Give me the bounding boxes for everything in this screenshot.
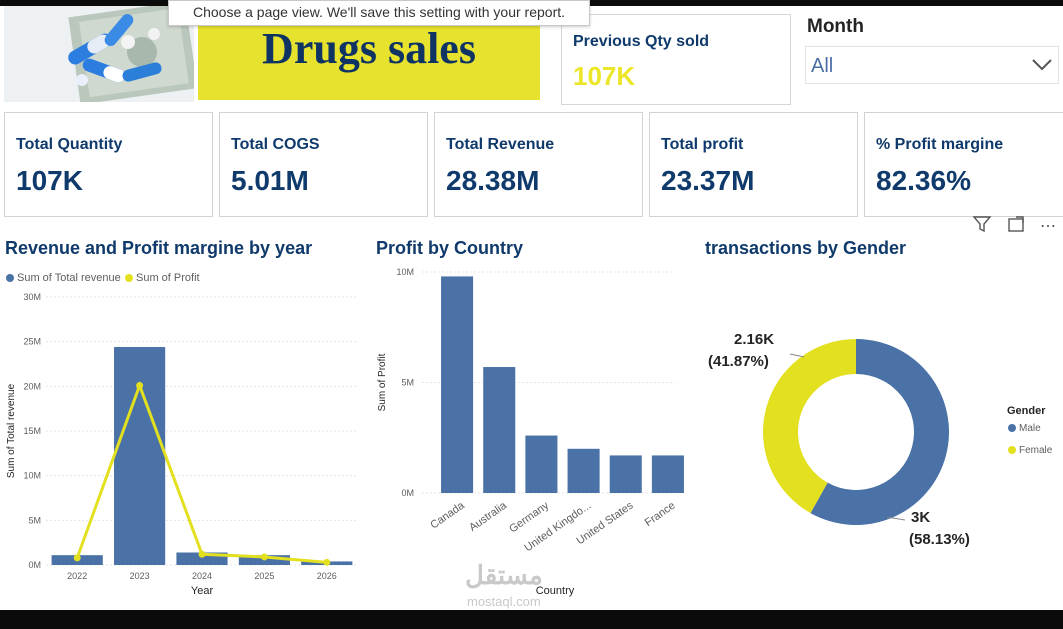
gender-donut-chart: 3K (58.13%) 2.16K (41.87%) Gender Male Female [708, 331, 1053, 548]
month-dropdown[interactable]: All [805, 46, 1059, 84]
y-tick-label: 5M [28, 515, 41, 525]
data-label-male-percent: (58.13%) [909, 531, 970, 548]
previous-qty-card: Previous Qty sold 107K [561, 14, 791, 105]
bar-profit-country [441, 276, 474, 493]
legend-title: Gender [1007, 405, 1046, 417]
x-axis-title: Year [191, 585, 214, 597]
legend-label-male: Male [1019, 423, 1041, 434]
y-tick-label: 15M [23, 426, 41, 436]
profit-point [136, 381, 144, 389]
kpi-label: Total COGS [231, 136, 320, 153]
y-tick-label: 0M [401, 488, 414, 498]
leader-line [886, 516, 906, 521]
kpi-value: 107K [16, 165, 83, 196]
kpi-label: Total profit [661, 136, 744, 153]
bottom-window-bar [0, 610, 1063, 629]
bar-profit-country [609, 455, 642, 493]
x-tick-label: Canada [428, 499, 467, 531]
data-label-female-value: 2.16K [734, 331, 774, 348]
chart-title-profit-country: Profit by Country [376, 238, 523, 258]
watermark-url: mostaql.com [467, 594, 541, 609]
kpi-card-profit-margin: % Profit margine 82.36% [864, 112, 1063, 217]
bar-profit-country [525, 435, 558, 493]
y-tick-label: 10M [396, 267, 414, 277]
kpi-label: Total Revenue [446, 136, 555, 153]
focus-mode-icon[interactable] [1006, 214, 1026, 239]
revenue-profit-chart: 0M 5M 10M 15M 20M 25M 30M 2022 2023 2024 2025 2026 Y… [6, 292, 358, 597]
x-tick-label: 2022 [67, 571, 87, 581]
y-axis-title: Sum of Profit [377, 353, 388, 411]
bar-profit-country [651, 455, 684, 493]
kpi-card-total-profit: Total profit 23.37M [649, 112, 858, 217]
previous-qty-value: 107K [573, 61, 636, 91]
profit-point [323, 558, 331, 566]
watermark-logo: مستقل [465, 560, 543, 590]
profit-point [260, 553, 268, 561]
x-tick-label: 2025 [254, 571, 274, 581]
profit-point [198, 550, 206, 558]
bar-revenue [114, 347, 166, 565]
chevron-down-icon[interactable] [1030, 53, 1054, 80]
y-tick-label: 25M [23, 337, 41, 347]
month-filter-label: Month [807, 16, 864, 37]
donut-slice-female [762, 339, 856, 514]
y-tick-label: 5M [401, 378, 414, 388]
x-tick-label: 2026 [317, 571, 337, 581]
profit-point [73, 554, 81, 562]
page-title: Drugs sales [262, 24, 476, 73]
y-tick-label: 10M [23, 471, 41, 481]
y-tick-label: 30M [23, 292, 41, 302]
legend-marker-male [1008, 424, 1016, 432]
bar-profit-country [483, 367, 516, 493]
bar-profit-country [567, 448, 600, 493]
legend-marker-female [1008, 446, 1016, 454]
kpi-value: 5.01M [231, 165, 309, 196]
kpi-value: 28.38M [446, 165, 540, 196]
data-label-female-percent: (41.87%) [708, 353, 769, 370]
page-view-tooltip: Choose a page view. We'll save this sett… [168, 0, 590, 26]
x-tick-label: 2023 [130, 571, 150, 581]
filter-icon[interactable] [972, 214, 992, 239]
data-label-male-value: 3K [911, 509, 930, 526]
legend-label-female: Female [1019, 445, 1053, 456]
x-tick-label: France [643, 500, 678, 529]
y-axis-title: Sum of Total revenue [6, 383, 17, 478]
chart-title-revenue-profit: Revenue and Profit margine by year [5, 238, 313, 258]
x-axis-title: Country [536, 585, 575, 597]
y-tick-label: 0M [28, 560, 41, 570]
legend-item-revenue[interactable]: Sum of Total revenue [6, 272, 121, 284]
donut-slice-male [810, 339, 949, 525]
leader-line [789, 353, 805, 358]
previous-qty-label: Previous Qty sold [573, 33, 710, 50]
x-tick-label: Australia [467, 499, 510, 534]
kpi-card-total-quantity: Total Quantity 107K [4, 112, 213, 217]
more-options-icon[interactable]: ⋯ [1040, 218, 1056, 235]
kpi-card-total-cogs: Total COGS 5.01M [219, 112, 428, 217]
kpi-label: Total Quantity [16, 136, 123, 153]
legend-item-profit[interactable]: Sum of Profit [125, 272, 200, 284]
x-tick-label: 2024 [192, 571, 212, 581]
kpi-value: 82.36% [876, 165, 971, 196]
kpi-card-total-revenue: Total Revenue 28.38M [434, 112, 643, 217]
y-tick-label: 20M [23, 381, 41, 391]
kpi-value: 23.37M [661, 165, 755, 196]
pills-money-image [4, 6, 194, 102]
month-selected-value: All [811, 55, 834, 77]
visual-header-toolbar: ⋯ [972, 212, 1062, 236]
kpi-label: % Profit margine [876, 136, 1004, 153]
chart-title-gender: transactions by Gender [705, 238, 907, 258]
